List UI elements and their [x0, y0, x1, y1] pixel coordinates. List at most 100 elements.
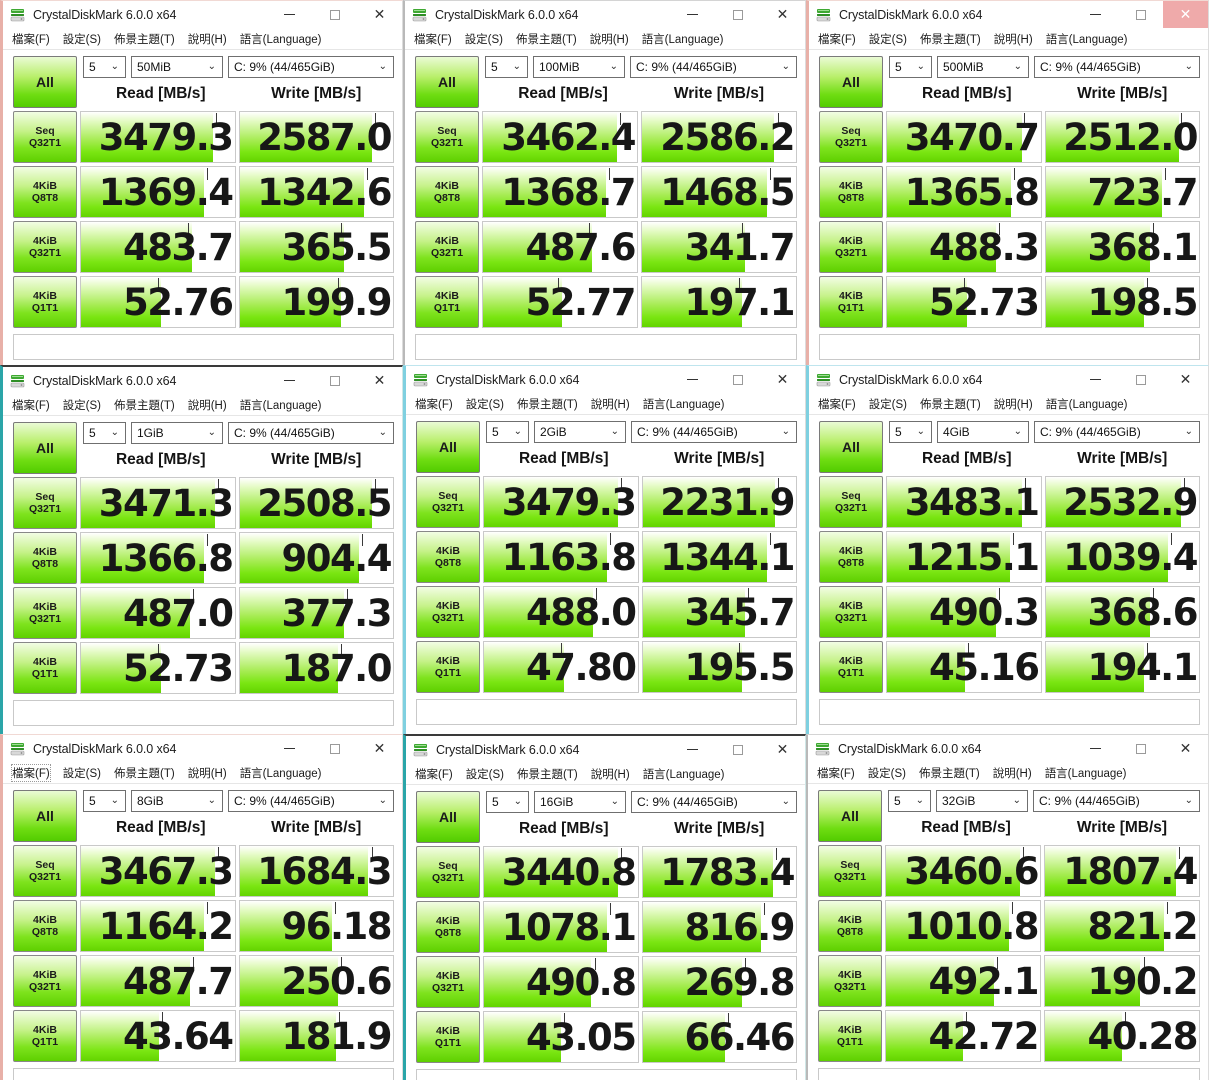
- row-label[interactable]: 4KiB Q8T8: [819, 531, 883, 583]
- row-label[interactable]: Seq Q32T1: [416, 476, 480, 528]
- test-count-select[interactable]: 5 ⌄: [486, 421, 529, 443]
- title-bar[interactable]: CrystalDiskMark 6.0.0 x64 ✕: [405, 1, 805, 28]
- crystaldiskmark-window-w-8gib[interactable]: CrystalDiskMark 6.0.0 x64 ✕ 檔案(F) 設定(S) …: [0, 734, 403, 1080]
- menu-item-file[interactable]: 檔案(F): [12, 399, 50, 412]
- menu-item-file[interactable]: 檔案(F): [818, 398, 856, 411]
- menu-item-theme[interactable]: 佈景主題(T): [516, 33, 577, 46]
- menu-item-settings[interactable]: 設定(S): [465, 398, 505, 411]
- test-size-select[interactable]: 16GiB ⌄: [534, 791, 626, 813]
- row-label[interactable]: 4KiB Q32T1: [818, 955, 882, 1007]
- minimize-button[interactable]: [267, 735, 312, 762]
- row-label[interactable]: 4KiB Q32T1: [13, 221, 77, 273]
- row-label[interactable]: 4KiB Q32T1: [415, 221, 479, 273]
- row-label[interactable]: 4KiB Q8T8: [13, 900, 77, 952]
- close-button[interactable]: ✕: [357, 1, 402, 28]
- row-label[interactable]: 4KiB Q32T1: [819, 586, 883, 638]
- row-label[interactable]: Seq Q32T1: [13, 845, 77, 897]
- test-count-select[interactable]: 5 ⌄: [889, 421, 932, 443]
- test-size-select[interactable]: 100MiB ⌄: [533, 56, 625, 78]
- close-button[interactable]: ✕: [760, 736, 805, 763]
- menu-item-help[interactable]: 說明(H): [992, 767, 1032, 780]
- menu-item-theme[interactable]: 佈景主題(T): [114, 399, 175, 412]
- crystaldiskmark-window-w-50mib[interactable]: CrystalDiskMark 6.0.0 x64 ✕ 檔案(F) 設定(S) …: [0, 0, 403, 365]
- menu-item-settings[interactable]: 設定(S): [465, 768, 505, 781]
- close-button[interactable]: ✕: [760, 366, 805, 393]
- menu-item-file[interactable]: 檔案(F): [817, 767, 855, 780]
- test-size-select[interactable]: 4GiB ⌄: [937, 421, 1029, 443]
- test-size-select[interactable]: 500MiB ⌄: [937, 56, 1029, 78]
- minimize-button[interactable]: [267, 1, 312, 28]
- menu-item-language[interactable]: 語言(Language): [642, 768, 725, 781]
- title-bar[interactable]: CrystalDiskMark 6.0.0 x64 ✕: [808, 735, 1208, 762]
- test-size-select[interactable]: 50MiB ⌄: [131, 56, 223, 78]
- test-count-select[interactable]: 5 ⌄: [888, 790, 931, 812]
- test-size-select[interactable]: 8GiB ⌄: [131, 790, 223, 812]
- menu-item-language[interactable]: 語言(Language): [1045, 398, 1128, 411]
- test-count-select[interactable]: 5 ⌄: [83, 790, 126, 812]
- maximize-button[interactable]: [312, 735, 357, 762]
- menu-item-theme[interactable]: 佈景主題(T): [920, 398, 981, 411]
- row-label[interactable]: Seq Q32T1: [819, 476, 883, 528]
- row-label[interactable]: 4KiB Q32T1: [416, 586, 480, 638]
- row-label[interactable]: 4KiB Q1T1: [415, 276, 479, 328]
- run-all-button[interactable]: All: [818, 790, 882, 842]
- row-label[interactable]: 4KiB Q1T1: [819, 641, 883, 693]
- maximize-button[interactable]: [312, 1, 357, 28]
- menu-item-settings[interactable]: 設定(S): [62, 399, 102, 412]
- run-all-button[interactable]: All: [819, 56, 883, 108]
- close-button[interactable]: ✕: [1163, 735, 1208, 762]
- maximize-button[interactable]: [312, 367, 357, 394]
- menu-item-help[interactable]: 說明(H): [993, 398, 1033, 411]
- run-all-button[interactable]: All: [13, 56, 77, 108]
- run-all-button[interactable]: All: [13, 422, 77, 474]
- menu-item-theme[interactable]: 佈景主題(T): [517, 768, 578, 781]
- row-label[interactable]: 4KiB Q32T1: [819, 221, 883, 273]
- drive-select[interactable]: C: 9% (44/465GiB) ⌄: [228, 422, 394, 444]
- row-label[interactable]: Seq Q32T1: [415, 111, 479, 163]
- maximize-button[interactable]: [1118, 735, 1163, 762]
- menu-bar[interactable]: 檔案(F) 設定(S) 佈景主題(T) 說明(H) 語言(Language): [406, 763, 805, 785]
- row-label[interactable]: 4KiB Q1T1: [416, 641, 480, 693]
- test-count-select[interactable]: 5 ⌄: [83, 422, 126, 444]
- menu-item-settings[interactable]: 設定(S): [62, 767, 102, 780]
- menu-bar[interactable]: 檔案(F) 設定(S) 佈景主題(T) 說明(H) 語言(Language): [3, 394, 402, 416]
- menu-bar[interactable]: 檔案(F) 設定(S) 佈景主題(T) 說明(H) 語言(Language): [405, 28, 805, 50]
- menu-item-file[interactable]: 檔案(F): [415, 398, 453, 411]
- row-label[interactable]: 4KiB Q1T1: [13, 1010, 77, 1062]
- row-label[interactable]: 4KiB Q8T8: [416, 901, 480, 953]
- minimize-button[interactable]: [670, 1, 715, 28]
- maximize-button[interactable]: [715, 1, 760, 28]
- row-label[interactable]: 4KiB Q32T1: [416, 956, 480, 1008]
- minimize-button[interactable]: [267, 367, 312, 394]
- row-label[interactable]: 4KiB Q32T1: [13, 587, 77, 639]
- row-label[interactable]: 4KiB Q1T1: [818, 1010, 882, 1062]
- menu-item-file[interactable]: 檔案(F): [415, 768, 453, 781]
- drive-select[interactable]: C: 9% (44/465GiB) ⌄: [228, 790, 394, 812]
- test-count-select[interactable]: 5 ⌄: [486, 791, 529, 813]
- drive-select[interactable]: C: 9% (44/465GiB) ⌄: [631, 791, 797, 813]
- menu-item-settings[interactable]: 設定(S): [868, 33, 908, 46]
- menu-bar[interactable]: 檔案(F) 設定(S) 佈景主題(T) 說明(H) 語言(Language): [808, 762, 1208, 784]
- test-count-select[interactable]: 5 ⌄: [485, 56, 528, 78]
- row-label[interactable]: 4KiB Q8T8: [819, 166, 883, 218]
- test-size-select[interactable]: 32GiB ⌄: [936, 790, 1028, 812]
- row-label[interactable]: Seq Q32T1: [13, 111, 77, 163]
- crystaldiskmark-window-w-32gib[interactable]: CrystalDiskMark 6.0.0 x64 ✕ 檔案(F) 設定(S) …: [806, 734, 1209, 1080]
- row-label[interactable]: 4KiB Q8T8: [416, 531, 480, 583]
- row-label[interactable]: 4KiB Q1T1: [819, 276, 883, 328]
- menu-item-theme[interactable]: 佈景主題(T): [920, 33, 981, 46]
- menu-item-language[interactable]: 語言(Language): [1045, 33, 1128, 46]
- drive-select[interactable]: C: 9% (44/465GiB) ⌄: [1033, 790, 1200, 812]
- row-label[interactable]: 4KiB Q8T8: [818, 900, 882, 952]
- test-count-select[interactable]: 5 ⌄: [83, 56, 126, 78]
- minimize-button[interactable]: [1073, 1, 1118, 28]
- crystaldiskmark-window-w-100mib[interactable]: CrystalDiskMark 6.0.0 x64 ✕ 檔案(F) 設定(S) …: [403, 0, 806, 365]
- title-bar[interactable]: CrystalDiskMark 6.0.0 x64 ✕: [406, 366, 805, 393]
- menu-item-settings[interactable]: 設定(S): [867, 767, 907, 780]
- menu-item-file[interactable]: 檔案(F): [818, 33, 856, 46]
- menu-bar[interactable]: 檔案(F) 設定(S) 佈景主題(T) 說明(H) 語言(Language): [3, 762, 402, 784]
- crystaldiskmark-window-w-4gib[interactable]: CrystalDiskMark 6.0.0 x64 ✕ 檔案(F) 設定(S) …: [806, 365, 1209, 734]
- maximize-button[interactable]: [1118, 1, 1163, 28]
- drive-select[interactable]: C: 9% (44/465GiB) ⌄: [228, 56, 394, 78]
- menu-item-language[interactable]: 語言(Language): [1044, 767, 1127, 780]
